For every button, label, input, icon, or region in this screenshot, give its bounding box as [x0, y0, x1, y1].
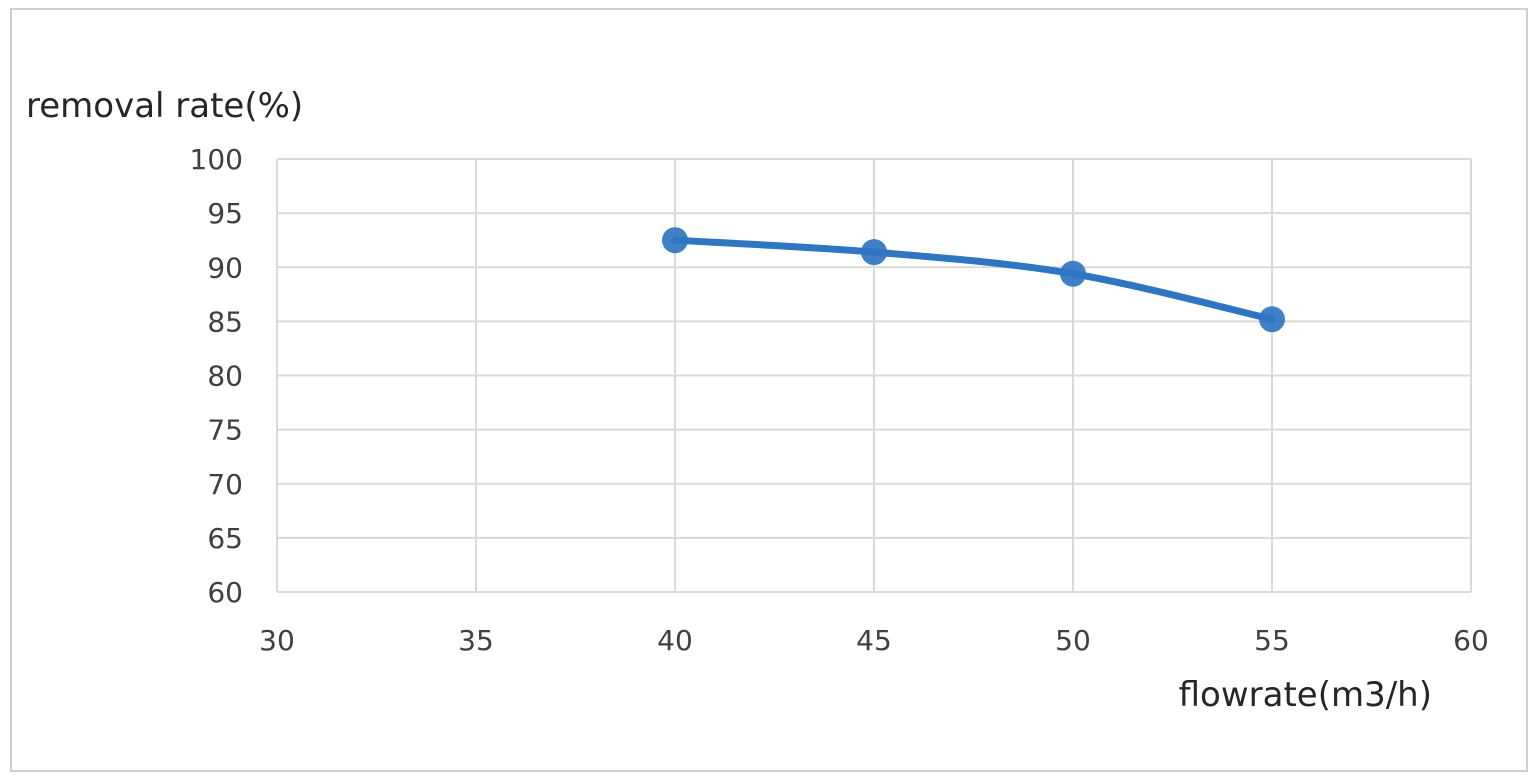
y-tick-label: 100 — [190, 143, 243, 176]
y-tick-label: 90 — [207, 251, 243, 284]
data-point — [1259, 306, 1285, 333]
x-tick-labels: 30 35 40 45 50 55 60 — [259, 624, 1489, 657]
y-tick-label: 70 — [207, 468, 243, 501]
x-tick-label: 50 — [1055, 624, 1091, 657]
chart-frame — [10, 8, 1528, 772]
series-group — [662, 227, 1285, 333]
x-tick-label: 55 — [1254, 624, 1290, 657]
y-tick-label: 60 — [207, 576, 243, 609]
y-tick-labels: 100 95 90 85 80 75 70 65 60 — [190, 143, 243, 609]
grid-lines — [276, 158, 1472, 593]
x-tick-label: 60 — [1453, 624, 1489, 657]
data-point — [861, 239, 887, 266]
y-tick-label: 85 — [207, 305, 243, 338]
x-tick-label: 40 — [657, 624, 693, 657]
y-tick-label: 80 — [207, 360, 243, 393]
series-line — [671, 236, 1276, 323]
data-point — [1060, 260, 1086, 287]
y-tick-label: 95 — [207, 197, 243, 230]
x-tick-label: 30 — [259, 624, 295, 657]
y-axis-title: removal rate(%) — [26, 86, 303, 126]
x-axis-title: flowrate(m3/h) — [1179, 675, 1432, 715]
y-tick-label: 65 — [207, 522, 243, 555]
x-tick-label: 45 — [856, 624, 892, 657]
x-tick-label: 35 — [458, 624, 494, 657]
data-point — [662, 227, 688, 254]
y-tick-label: 75 — [207, 414, 243, 447]
